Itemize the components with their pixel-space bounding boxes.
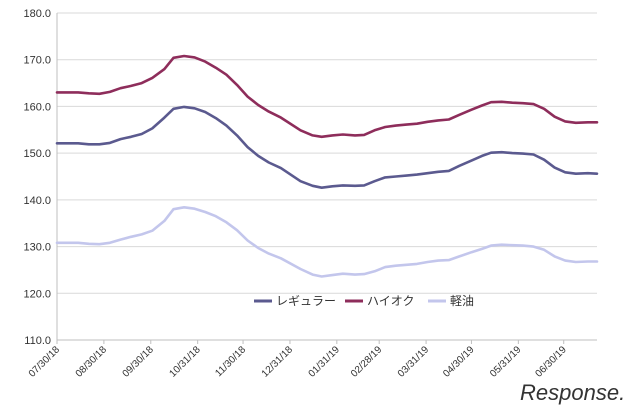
x-axis-ticks: 07/30/18 08/30/18 09/30/18 10/31/18 11/30/18…	[27, 340, 569, 380]
x-tick-label: 01/31/19	[307, 344, 343, 380]
series-line-3	[55, 206, 599, 278]
y-tick-label: 150.0	[23, 148, 51, 160]
y-tick-label: 160.0	[23, 101, 51, 113]
response-watermark: Response.	[520, 380, 625, 405]
y-tick-label: 120.0	[23, 288, 51, 300]
y-tick-label: 110.0	[24, 335, 51, 347]
y-tick-label: 180.0	[23, 8, 51, 20]
x-tick-label: 11/30/18	[213, 344, 248, 379]
series-lines	[55, 54, 599, 278]
x-tick-label: 03/31/19	[396, 344, 432, 380]
x-tick-label: 02/28/19	[349, 344, 385, 380]
x-tick-label: 12/31/18	[260, 344, 296, 380]
x-tick-label: 09/30/18	[121, 344, 157, 380]
x-tick-label: 08/30/18	[74, 344, 110, 380]
y-tick-label: 140.0	[23, 195, 51, 207]
x-tick-label: 05/31/19	[488, 344, 524, 380]
legend-label-1: レギュラー	[276, 294, 336, 308]
x-tick-label: 04/30/19	[441, 344, 477, 380]
legend-label-3: 軽油	[450, 294, 474, 308]
gridlines	[56, 12, 597, 341]
x-tick-label: 07/30/18	[27, 344, 63, 380]
y-tick-label: 170.0	[23, 55, 51, 67]
series-line-1	[55, 105, 599, 189]
watermark-text: Response.	[520, 380, 625, 405]
legend-label-2: ハイオク	[367, 294, 415, 308]
y-axis-ticks: 110.0 120.0 130.0 140.0 150.0 160.0 170.0 180.0	[23, 8, 51, 347]
x-tick-label: 10/31/18	[167, 344, 203, 380]
legend: レギュラー ハイオク 軽油	[254, 294, 474, 308]
x-tick-label: 06/30/19	[534, 344, 570, 380]
series-line-2	[55, 54, 599, 139]
y-tick-label: 130.0	[23, 242, 51, 254]
